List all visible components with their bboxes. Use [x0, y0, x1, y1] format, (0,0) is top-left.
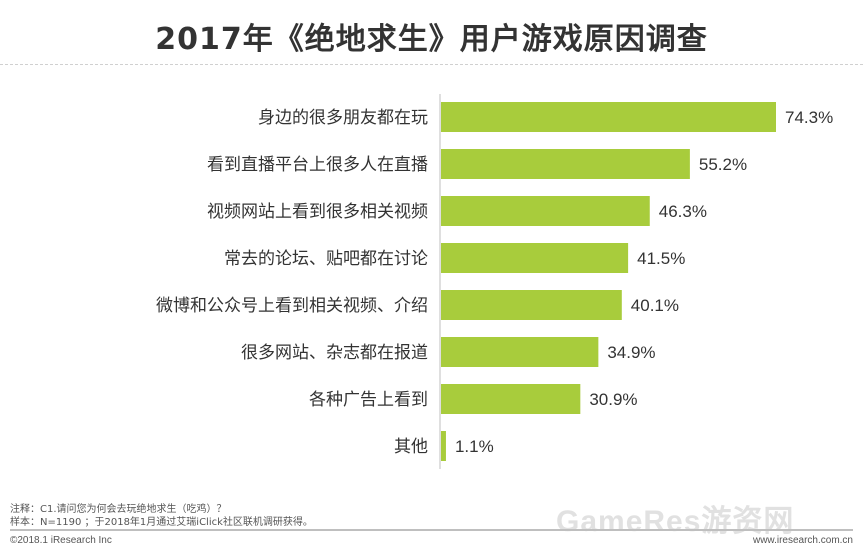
bar — [441, 431, 446, 461]
copyright: ©2018.1 iResearch Inc — [10, 535, 112, 546]
bar — [441, 243, 629, 273]
note-question: 注释：C1.请问您为何会去玩绝地求生（吃鸡）？ — [10, 504, 227, 515]
data-label: 34.9% — [607, 343, 655, 362]
website: www.iresearch.com.cn — [752, 535, 853, 546]
bar — [441, 337, 599, 367]
watermark: GameRes游资网 — [556, 505, 795, 538]
data-label: 55.2% — [699, 155, 747, 174]
data-label: 30.9% — [589, 390, 637, 409]
bar — [441, 196, 650, 226]
category-label: 微博和公众号上看到相关视频、介绍 — [156, 296, 428, 316]
category-label: 常去的论坛、贴吧都在讨论 — [224, 249, 428, 269]
bar — [441, 149, 690, 179]
bar — [441, 102, 776, 132]
bar-chart: 身边的很多朋友都在玩 74.3% 看到直播平台上很多人在直播 55.2% 视频网站上看到… — [156, 94, 833, 469]
category-label: 各种广告上看到 — [309, 390, 428, 410]
category-label: 身边的很多朋友都在玩 — [258, 108, 428, 128]
footer-divider — [10, 529, 853, 531]
chart-title: 2017年《绝地求生》用户游戏原因调查 — [155, 22, 708, 57]
data-label: 74.3% — [785, 108, 833, 127]
data-label: 46.3% — [659, 202, 707, 221]
bar — [441, 384, 581, 414]
data-label: 41.5% — [637, 249, 685, 268]
category-label: 很多网站、杂志都在报道 — [241, 343, 428, 363]
category-label: 看到直播平台上很多人在直播 — [207, 155, 428, 175]
title-divider — [0, 64, 863, 65]
note-sample: 样本：N=1190 ；于2018年1月通过艾瑞iClick社区联机调研获得。 — [10, 517, 313, 528]
bar — [441, 290, 622, 320]
category-label: 其他 — [394, 437, 428, 457]
category-label: 视频网站上看到很多相关视频 — [207, 202, 428, 222]
data-label: 1.1% — [455, 437, 494, 456]
data-label: 40.1% — [631, 296, 679, 315]
